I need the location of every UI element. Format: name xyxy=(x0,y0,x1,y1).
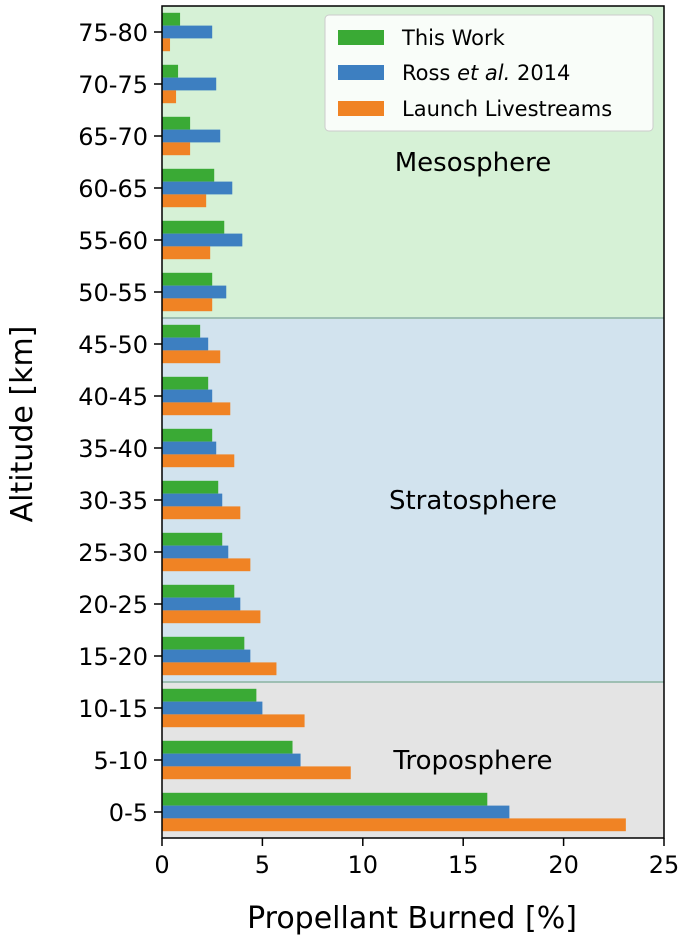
y-tick-label-70-75: 70-75 xyxy=(78,71,148,99)
region-label-stratosphere: Stratosphere xyxy=(389,486,557,516)
legend-ross-etal: et al. xyxy=(457,61,510,85)
x-tick-label-25: 25 xyxy=(649,851,680,879)
plot-frame xyxy=(161,5,665,839)
y-tick-label-5-10: 5-10 xyxy=(94,747,148,775)
y-tick-label-10-15: 10-15 xyxy=(78,695,148,723)
y-tick-label-45-50: 45-50 xyxy=(78,331,148,359)
bar-launch-livestreams-5-10 xyxy=(162,766,351,780)
bar-ross-et-al-2014-65-70 xyxy=(162,129,221,143)
bar-this-work-70-75 xyxy=(162,64,179,78)
bar-launch-livestreams-30-35 xyxy=(162,506,241,520)
bar-launch-livestreams-15-20 xyxy=(162,662,277,676)
bar-launch-livestreams-70-75 xyxy=(162,90,177,104)
bar-ross-et-al-2014-70-75 xyxy=(162,77,217,91)
bar-this-work-50-55 xyxy=(162,272,213,286)
bar-ross-et-al-2014-15-20 xyxy=(162,649,251,663)
bar-ross-et-al-2014-25-30 xyxy=(162,545,229,559)
legend-label-ross: Ross et al. 2014 xyxy=(402,61,570,85)
bars-group xyxy=(162,12,626,832)
y-axis-title: Altitude [km] xyxy=(5,326,40,523)
y-tick-label-0-5: 0-5 xyxy=(109,799,148,827)
bar-this-work-25-30 xyxy=(162,532,223,546)
bar-launch-livestreams-55-60 xyxy=(162,246,211,260)
y-tick-label-35-40: 35-40 xyxy=(78,435,148,463)
bar-this-work-10-15 xyxy=(162,688,257,702)
bar-ross-et-al-2014-60-65 xyxy=(162,181,233,195)
bar-this-work-75-80 xyxy=(162,12,181,26)
legend-label-launch-livestreams: Launch Livestreams xyxy=(402,97,612,121)
bar-launch-livestreams-40-45 xyxy=(162,402,231,416)
bar-this-work-0-5 xyxy=(162,792,488,806)
y-tick-label-40-45: 40-45 xyxy=(78,383,148,411)
bar-ross-et-al-2014-45-50 xyxy=(162,337,209,351)
bar-ross-et-al-2014-20-25 xyxy=(162,597,241,611)
y-tick-label-20-25: 20-25 xyxy=(78,591,148,619)
bar-ross-et-al-2014-75-80 xyxy=(162,25,213,39)
legend-swatch-launch-livestreams xyxy=(338,101,384,116)
bar-ross-et-al-2014-35-40 xyxy=(162,441,217,455)
x-tick-label-5: 5 xyxy=(255,851,270,879)
bar-ross-et-al-2014-50-55 xyxy=(162,285,227,299)
bar-ross-et-al-2014-30-35 xyxy=(162,493,223,507)
bar-this-work-5-10 xyxy=(162,740,293,754)
bar-launch-livestreams-75-80 xyxy=(162,38,171,52)
bar-this-work-20-25 xyxy=(162,584,235,598)
legend-swatch-this-work xyxy=(338,30,384,45)
x-tick-label-0: 0 xyxy=(154,851,169,879)
bar-launch-livestreams-0-5 xyxy=(162,818,626,832)
axes-group xyxy=(161,5,665,839)
x-tick-label-10: 10 xyxy=(348,851,379,879)
bar-this-work-35-40 xyxy=(162,428,213,442)
legend-label-this-work: This Work xyxy=(401,26,506,50)
x-axis-title: Propellant Burned [%] xyxy=(247,901,577,936)
y-tick-label-55-60: 55-60 xyxy=(78,227,148,255)
ticks-group: 0 5 10 15 20 25 0-5 5-10 10-15 15-20 20-25 25-30 30-… xyxy=(78,19,679,879)
bar-launch-livestreams-20-25 xyxy=(162,610,261,624)
bar-this-work-45-50 xyxy=(162,324,201,338)
y-tick-label-25-30: 25-30 xyxy=(78,539,148,567)
y-tick-label-75-80: 75-80 xyxy=(78,19,148,47)
bar-launch-livestreams-60-65 xyxy=(162,194,207,208)
bar-launch-livestreams-45-50 xyxy=(162,350,221,364)
bar-launch-livestreams-50-55 xyxy=(162,298,213,312)
bar-this-work-65-70 xyxy=(162,116,191,130)
bar-ross-et-al-2014-55-60 xyxy=(162,233,243,247)
y-tick-label-15-20: 15-20 xyxy=(78,643,148,671)
y-tick-label-65-70: 65-70 xyxy=(78,123,148,151)
y-tick-label-50-55: 50-55 xyxy=(78,279,148,307)
legend: This Work Ross et al. 2014 Launch Livest… xyxy=(324,14,654,132)
bar-launch-livestreams-35-40 xyxy=(162,454,235,468)
bar-ross-et-al-2014-40-45 xyxy=(162,389,213,403)
legend-swatch-ross xyxy=(338,65,384,80)
region-label-mesosphere: Mesosphere xyxy=(395,148,552,178)
region-label-troposphere: Troposphere xyxy=(392,746,552,776)
x-tick-label-15: 15 xyxy=(448,851,479,879)
bar-ross-et-al-2014-0-5 xyxy=(162,805,510,819)
bar-this-work-30-35 xyxy=(162,480,219,494)
legend-ross-year: 2014 xyxy=(510,61,570,85)
bar-this-work-40-45 xyxy=(162,376,209,390)
legend-ross-prefix: Ross xyxy=(402,61,457,85)
legend-box xyxy=(324,14,654,132)
y-tick-label-30-35: 30-35 xyxy=(78,487,148,515)
y-tick-label-60-65: 60-65 xyxy=(78,175,148,203)
bar-launch-livestreams-10-15 xyxy=(162,714,305,728)
bar-this-work-15-20 xyxy=(162,636,245,650)
bar-launch-livestreams-25-30 xyxy=(162,558,251,572)
bar-launch-livestreams-65-70 xyxy=(162,142,191,156)
bar-ross-et-al-2014-5-10 xyxy=(162,753,301,767)
bar-this-work-60-65 xyxy=(162,168,215,182)
bar-this-work-55-60 xyxy=(162,220,225,234)
x-tick-label-20: 20 xyxy=(548,851,579,879)
bar-ross-et-al-2014-10-15 xyxy=(162,701,263,715)
